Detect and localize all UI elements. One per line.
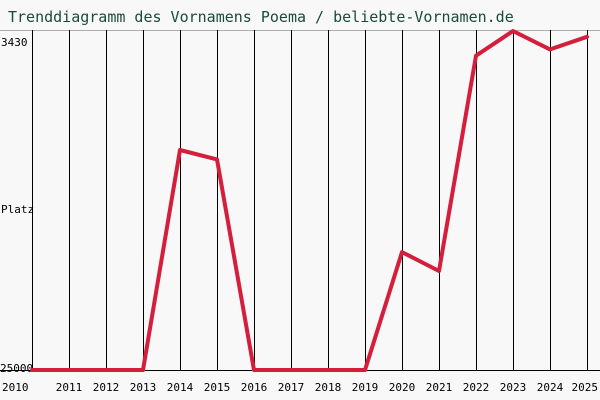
x-tick-label-2021: 2021 [426,381,453,394]
y-tick-top: 3430 [1,36,28,49]
series-line-0 [30,29,589,372]
x-tick-label-2018: 2018 [315,381,342,394]
x-tick-label-2011: 2011 [56,381,83,394]
x-tick-labels: 2010 2011 2012 2013 2014 2015 2016 2017 2018 2019… [2,381,598,394]
x-tick-label-2014: 2014 [167,381,194,394]
grid-layer [32,30,588,370]
x-tick-label-2016: 2016 [241,381,268,394]
x-tick-label-2025: 2025 [572,381,599,394]
x-tick-label-2024: 2024 [537,381,564,394]
x-tick-label-2020: 2020 [389,381,416,394]
x-tick-label-2010: 2010 [2,381,29,394]
x-tick-label-2015: 2015 [204,381,231,394]
x-tick-label-2017: 2017 [278,381,305,394]
y-tick-bottom: 25000 [0,362,33,375]
x-tick-label-2019: 2019 [352,381,379,394]
x-tick-label-2022: 2022 [463,381,490,394]
chart-title: Trenddiagramm des Vornamens Poema / beli… [8,8,514,26]
x-tick-label-2012: 2012 [93,381,120,394]
x-tick-label-2013: 2013 [130,381,157,394]
y-axis-label: Platz [1,203,34,216]
x-tick-label-2023: 2023 [500,381,527,394]
series-layer [30,29,589,372]
